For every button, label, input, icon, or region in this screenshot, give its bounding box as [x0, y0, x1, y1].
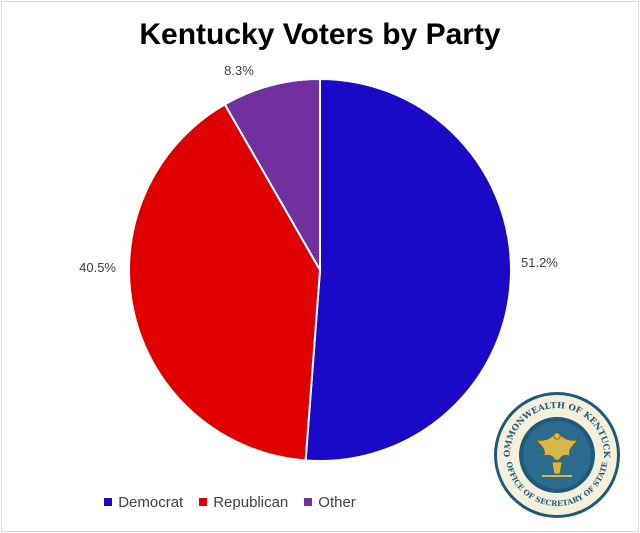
pie-slice-republican	[128, 103, 322, 462]
legend-label: Other	[318, 494, 356, 511]
legend-label: Republican	[213, 494, 289, 511]
chart-legend: Democrat Republican Other	[0, 494, 460, 511]
pie-slice-democrat	[304, 77, 512, 462]
legend-item-republican: Republican	[199, 494, 288, 511]
seal-icon: COMMONWEALTH OF KENTUCKY OFFICE OF SECRE…	[492, 390, 620, 518]
data-label-democrat: 51.2%	[521, 255, 558, 270]
data-label-other: 8.3%	[224, 63, 254, 78]
legend-label: Democrat	[118, 494, 184, 511]
chart-title: Kentucky Voters by Party	[139, 18, 501, 51]
legend-swatch	[304, 498, 313, 506]
legend-swatch	[104, 498, 113, 506]
legend-item-democrat: Democrat	[104, 494, 183, 511]
data-label-republican: 40.5%	[79, 260, 116, 275]
legend-item-other: Other	[304, 494, 356, 511]
pie-slice-other	[223, 77, 321, 274]
legend-swatch	[199, 498, 208, 506]
